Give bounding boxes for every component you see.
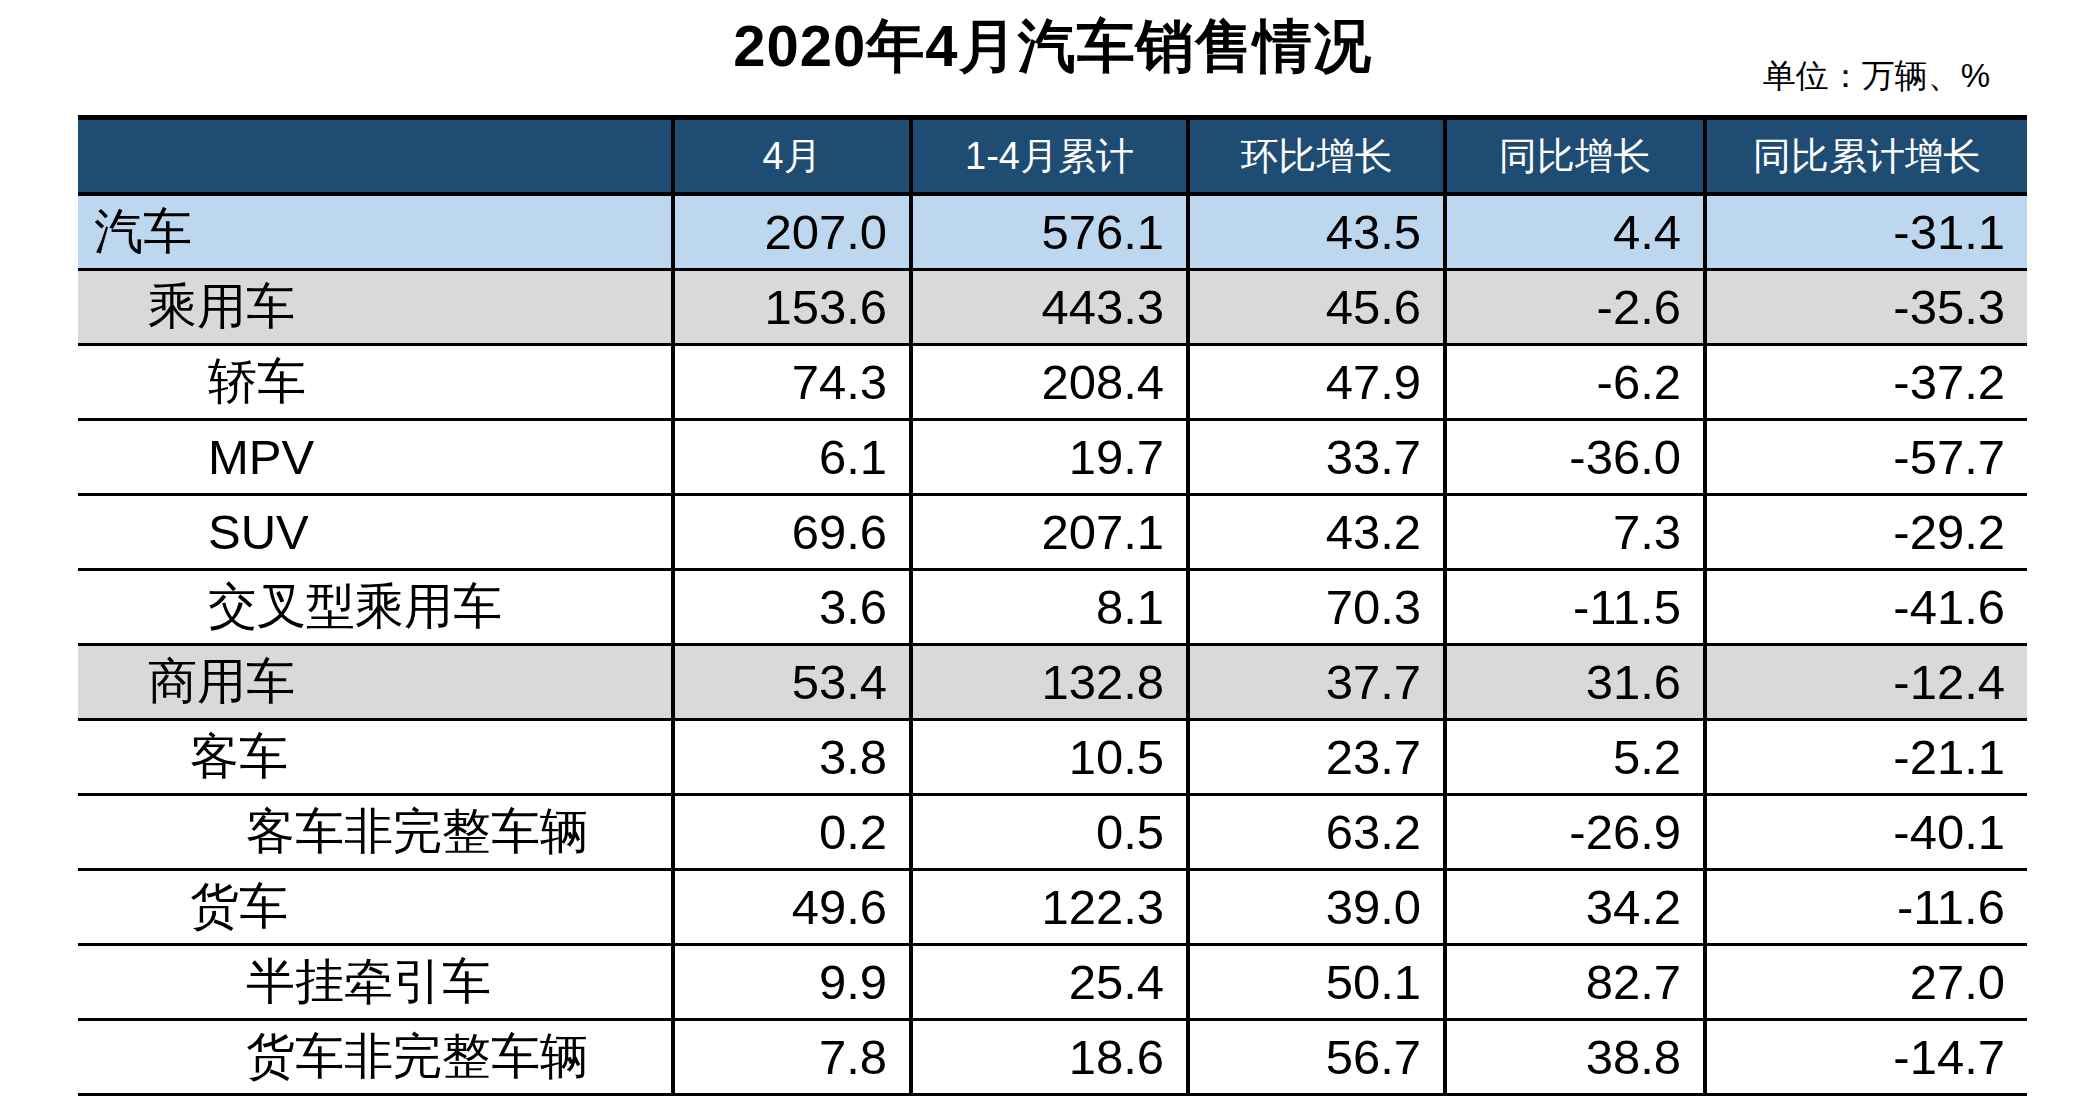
row-label-cell: MPV [78, 420, 673, 495]
value-cell: -11.6 [1705, 870, 2027, 945]
value-cell: 82.7 [1445, 945, 1705, 1020]
value-cell: 9.9 [673, 945, 911, 1020]
value-cell: 25.4 [911, 945, 1188, 1020]
value-cell: 63.2 [1188, 795, 1445, 870]
value-cell: 576.1 [911, 194, 1188, 270]
value-cell: -2.6 [1445, 270, 1705, 345]
row-label-cell: 轿车 [78, 345, 673, 420]
value-cell: 208.4 [911, 345, 1188, 420]
page: 2020年4月汽车销售情况 单位：万辆、% 4月 1-4月累计 环比增长 同比增… [0, 0, 2094, 1096]
value-cell: -14.7 [1705, 1020, 2027, 1096]
row-label-cell: 乘用车 [78, 270, 673, 345]
value-cell: 18.6 [911, 1020, 1188, 1096]
row-label-cell: 客车非完整车辆 [78, 795, 673, 870]
unit-note: 单位：万辆、% [1763, 54, 1990, 99]
value-cell: -40.1 [1705, 795, 2027, 870]
value-cell: 33.7 [1188, 420, 1445, 495]
value-cell: -29.2 [1705, 495, 2027, 570]
value-cell: -6.2 [1445, 345, 1705, 420]
value-cell: -37.2 [1705, 345, 2027, 420]
value-cell: 47.9 [1188, 345, 1445, 420]
value-cell: 6.1 [673, 420, 911, 495]
value-cell: 69.6 [673, 495, 911, 570]
value-cell: 7.3 [1445, 495, 1705, 570]
table-row: 客车 3.8 10.5 23.7 5.2 -21.1 [78, 720, 2027, 795]
table-row: 乘用车 153.6 443.3 45.6 -2.6 -35.3 [78, 270, 2027, 345]
column-header-april: 4月 [673, 118, 911, 195]
value-cell: 19.7 [911, 420, 1188, 495]
value-cell: 43.5 [1188, 194, 1445, 270]
value-cell: 45.6 [1188, 270, 1445, 345]
table-row: 货车 49.6 122.3 39.0 34.2 -11.6 [78, 870, 2027, 945]
value-cell: 37.7 [1188, 645, 1445, 720]
table-row: 货车非完整车辆 7.8 18.6 56.7 38.8 -14.7 [78, 1020, 2027, 1096]
table-row: 轿车 74.3 208.4 47.9 -6.2 -37.2 [78, 345, 2027, 420]
value-cell: 50.1 [1188, 945, 1445, 1020]
table-row: 交叉型乘用车 3.6 8.1 70.3 -11.5 -41.6 [78, 570, 2027, 645]
column-header-yoy-cumulative-growth: 同比累计增长 [1705, 118, 2027, 195]
table-row: 汽车 207.0 576.1 43.5 4.4 -31.1 [78, 194, 2027, 270]
column-header-yoy-growth: 同比增长 [1445, 118, 1705, 195]
row-label-cell: 汽车 [78, 194, 673, 270]
value-cell: -35.3 [1705, 270, 2027, 345]
row-label-cell: 半挂牵引车 [78, 945, 673, 1020]
value-cell: -41.6 [1705, 570, 2027, 645]
value-cell: 4.4 [1445, 194, 1705, 270]
table-row: MPV 6.1 19.7 33.7 -36.0 -57.7 [78, 420, 2027, 495]
value-cell: -31.1 [1705, 194, 2027, 270]
value-cell: -21.1 [1705, 720, 2027, 795]
value-cell: 23.7 [1188, 720, 1445, 795]
row-label-cell: SUV [78, 495, 673, 570]
value-cell: 3.6 [673, 570, 911, 645]
value-cell: 443.3 [911, 270, 1188, 345]
value-cell: 49.6 [673, 870, 911, 945]
value-cell: 43.2 [1188, 495, 1445, 570]
value-cell: -36.0 [1445, 420, 1705, 495]
value-cell: 8.1 [911, 570, 1188, 645]
row-label-cell: 客车 [78, 720, 673, 795]
table-row: 半挂牵引车 9.9 25.4 50.1 82.7 27.0 [78, 945, 2027, 1020]
value-cell: 7.8 [673, 1020, 911, 1096]
value-cell: 132.8 [911, 645, 1188, 720]
value-cell: 38.8 [1445, 1020, 1705, 1096]
value-cell: 3.8 [673, 720, 911, 795]
value-cell: 10.5 [911, 720, 1188, 795]
value-cell: 0.2 [673, 795, 911, 870]
table-row: 客车非完整车辆 0.2 0.5 63.2 -26.9 -40.1 [78, 795, 2027, 870]
sales-table: 4月 1-4月累计 环比增长 同比增长 同比累计增长 汽车 207.0 576.… [78, 115, 2027, 1096]
value-cell: -11.5 [1445, 570, 1705, 645]
value-cell: 5.2 [1445, 720, 1705, 795]
table-row: 商用车 53.4 132.8 37.7 31.6 -12.4 [78, 645, 2027, 720]
row-label-cell: 货车 [78, 870, 673, 945]
value-cell: 34.2 [1445, 870, 1705, 945]
value-cell: 56.7 [1188, 1020, 1445, 1096]
page-title: 2020年4月汽车销售情况 [78, 8, 2027, 86]
column-header-category [78, 118, 673, 195]
value-cell: 70.3 [1188, 570, 1445, 645]
value-cell: 74.3 [673, 345, 911, 420]
row-label-cell: 商用车 [78, 645, 673, 720]
value-cell: -57.7 [1705, 420, 2027, 495]
value-cell: 31.6 [1445, 645, 1705, 720]
column-header-cumulative: 1-4月累计 [911, 118, 1188, 195]
value-cell: 122.3 [911, 870, 1188, 945]
row-label-cell: 交叉型乘用车 [78, 570, 673, 645]
header-row: 4月 1-4月累计 环比增长 同比增长 同比累计增长 [78, 118, 2027, 195]
column-header-mom-growth: 环比增长 [1188, 118, 1445, 195]
value-cell: -26.9 [1445, 795, 1705, 870]
value-cell: 153.6 [673, 270, 911, 345]
table-row: SUV 69.6 207.1 43.2 7.3 -29.2 [78, 495, 2027, 570]
value-cell: 39.0 [1188, 870, 1445, 945]
value-cell: 207.1 [911, 495, 1188, 570]
value-cell: -12.4 [1705, 645, 2027, 720]
row-label-cell: 货车非完整车辆 [78, 1020, 673, 1096]
value-cell: 0.5 [911, 795, 1188, 870]
value-cell: 27.0 [1705, 945, 2027, 1020]
value-cell: 53.4 [673, 645, 911, 720]
value-cell: 207.0 [673, 194, 911, 270]
